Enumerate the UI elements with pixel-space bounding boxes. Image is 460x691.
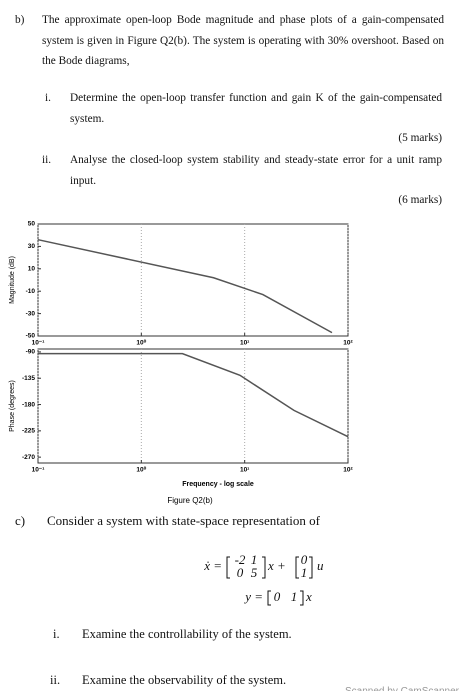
y-tick-label: -10 [26,288,36,295]
equation-text: x + [267,558,286,573]
x-tick-label: 10¹ [240,340,249,347]
y-tick-label: 30 [28,243,36,250]
equation-text: -2 [235,552,246,567]
marks: (5 marks) [398,132,442,144]
equation-text: 1 [301,565,308,580]
equation: ẋ = -2 10 5 x +01 uy = 0 1 x [203,552,324,606]
equation-text: x [305,589,312,604]
equation-text: 0 [274,589,281,604]
equation-text: y = [243,589,263,604]
y-tick-label: -135 [22,375,35,382]
x-axis-label: Frequency - log scale [182,481,254,488]
paragraph: Determine the open-loop transfer functio… [70,92,442,125]
bracket [300,590,304,606]
y-tick-label: -270 [22,454,35,461]
equation-text: 1 [251,552,258,567]
label: i. [45,92,51,104]
y-tick-label: 10 [28,266,36,273]
data-line [37,238,333,334]
y-tick-label: -50 [26,333,36,340]
y-axis-label: Magnitude (dB) [9,256,16,304]
bracket [295,556,299,579]
x-tick-label: 10⁻¹ [32,340,45,347]
equation-text: u [317,558,324,573]
x-tick-label: 10⁰ [136,339,146,347]
bracket [226,556,230,579]
label: c) [15,513,26,528]
paragraph: Examine the observability of the system. [82,673,287,687]
x-tick-label: 10⁻¹ [32,467,45,474]
label: i. [53,627,60,641]
label: ii. [42,154,52,166]
equation-text: 0 [301,552,308,567]
x-tick-label: 10² [343,340,353,347]
y-tick-label: 50 [28,221,36,228]
watermark: Scanned by CamScanner [345,682,459,691]
y-tick-label: -90 [26,349,36,356]
x-tick-label: 10² [343,467,353,474]
paragraph: Consider a system with state-space repre… [47,513,320,528]
paragraph: The approximate open-loop Bode magnitude… [42,14,444,67]
data-line [38,352,349,438]
y-tick-label: -225 [22,428,35,435]
caption: Figure Q2(b) [167,496,213,505]
y-tick-label: -30 [26,310,36,317]
x-tick-label: 10¹ [240,467,249,474]
plot-area [37,348,349,464]
equation-text: 1 [291,589,298,604]
equation-text: 0 [237,565,244,580]
paragraph: Analyse the closed-loop system stability… [70,154,442,187]
bracket [309,556,313,579]
y-tick-label: -180 [22,401,35,408]
equation-text: ẋ = [203,558,222,573]
y-axis-label: Phase (degrees) [9,380,16,432]
bracket [262,556,266,579]
label: ii. [50,673,61,687]
bracket [267,590,271,606]
equation-text: 5 [251,565,258,580]
plot-area [37,223,349,337]
x-tick-label: 10⁰ [136,466,146,474]
paragraph: Examine the controllability of the syste… [82,627,292,641]
label: b) [15,14,25,26]
marks: (6 marks) [398,194,442,206]
